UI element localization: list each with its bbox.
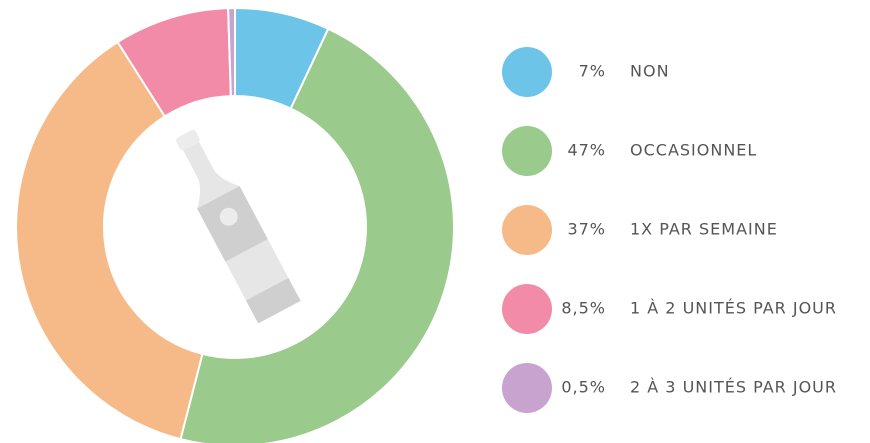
donut-segment <box>227 6 236 98</box>
legend-swatch <box>502 205 552 255</box>
legend-value: 0,5% <box>561 378 606 397</box>
donut-segment <box>15 40 204 441</box>
legend-label: 1 À 2 UNITÉS PAR JOUR <box>630 299 837 318</box>
legend-value: 8,5% <box>561 299 606 318</box>
bottle-icon <box>175 129 301 324</box>
legend-label: OCCASIONNEL <box>630 141 757 160</box>
legend-label: 1X PAR SEMAINE <box>630 220 778 239</box>
donut-segment <box>179 27 455 443</box>
legend-value: 7% <box>579 62 606 81</box>
legend-label: 2 À 3 UNITÉS PAR JOUR <box>630 378 837 397</box>
legend-swatch <box>502 363 552 413</box>
legend-value: 37% <box>567 220 606 239</box>
legend-swatch <box>502 126 552 176</box>
legend-label: NON <box>630 62 670 81</box>
legend-value: 47% <box>567 141 606 160</box>
legend-swatch <box>502 47 552 97</box>
legend-swatch <box>502 284 552 334</box>
